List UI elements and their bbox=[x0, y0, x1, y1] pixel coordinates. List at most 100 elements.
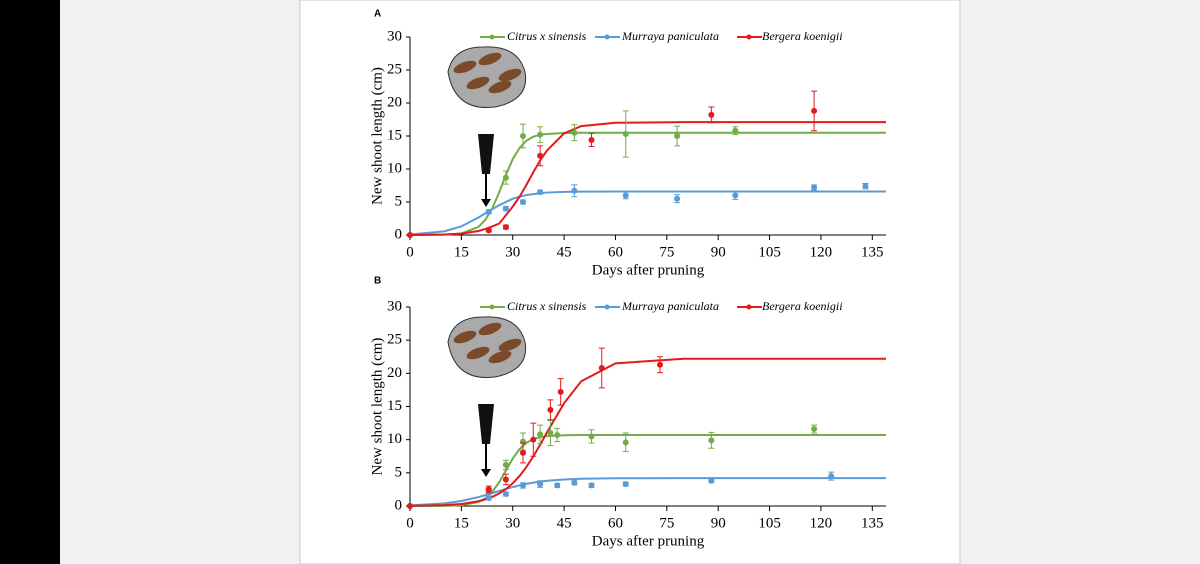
y-tick-label: 10 bbox=[387, 160, 402, 176]
legend-label: Murraya paniculata bbox=[621, 299, 719, 313]
data-point bbox=[520, 133, 527, 139]
x-tick-label: 30 bbox=[505, 244, 520, 260]
fruit bbox=[466, 346, 490, 360]
data-point bbox=[502, 461, 509, 468]
data-point bbox=[674, 195, 681, 202]
data-point bbox=[537, 189, 544, 196]
data-point bbox=[622, 481, 629, 488]
illustration bbox=[447, 316, 527, 477]
data-point bbox=[537, 431, 544, 438]
y-tick-label: 15 bbox=[387, 127, 402, 143]
legend-marker bbox=[746, 34, 752, 40]
y-tick-label: 15 bbox=[387, 398, 402, 414]
fruit bbox=[488, 80, 512, 94]
y-tick-label: 30 bbox=[387, 28, 402, 44]
data-point bbox=[547, 406, 554, 413]
data-point bbox=[811, 107, 818, 114]
cone bbox=[478, 134, 494, 174]
x-tick-label: 75 bbox=[659, 244, 674, 260]
data-point bbox=[547, 430, 554, 437]
panel-label: B bbox=[374, 276, 381, 287]
data-point bbox=[656, 361, 663, 368]
fruit bbox=[488, 350, 512, 364]
left-bar bbox=[0, 0, 60, 564]
y-axis-label: New shoot length (cm) bbox=[369, 67, 385, 205]
data-point bbox=[708, 437, 715, 444]
data-point bbox=[588, 482, 595, 489]
cone bbox=[478, 404, 494, 444]
data-point bbox=[502, 205, 509, 212]
data-point bbox=[485, 208, 492, 215]
legend-label: Murraya paniculata bbox=[621, 29, 719, 43]
legend-label: Bergera koenigii bbox=[762, 29, 843, 43]
legend-label: Citrus x sinensis bbox=[507, 29, 587, 43]
data-point bbox=[674, 133, 681, 139]
data-point bbox=[520, 199, 527, 205]
fruit bbox=[466, 76, 490, 90]
data-point bbox=[862, 183, 869, 190]
x-tick-label: 15 bbox=[454, 515, 469, 531]
y-tick-label: 20 bbox=[387, 94, 402, 110]
x-axis-label: Days after pruning bbox=[592, 533, 705, 549]
x-tick-label: 105 bbox=[758, 244, 781, 260]
panel-label: A bbox=[374, 9, 381, 20]
y-tick-label: 25 bbox=[387, 332, 402, 348]
data-point bbox=[530, 436, 537, 443]
x-tick-label: 120 bbox=[810, 244, 833, 260]
y-tick-label: 10 bbox=[387, 431, 402, 447]
legend-marker bbox=[746, 304, 752, 310]
fruit bbox=[453, 330, 477, 344]
y-axis-label: New shoot length (cm) bbox=[369, 338, 385, 476]
data-point bbox=[537, 131, 544, 138]
x-tick-label: 60 bbox=[608, 515, 623, 531]
legend-marker bbox=[604, 34, 610, 40]
x-tick-label: 135 bbox=[861, 244, 884, 260]
y-tick-label: 5 bbox=[395, 464, 403, 480]
data-point bbox=[485, 227, 492, 234]
data-point bbox=[520, 482, 527, 489]
fit-line bbox=[409, 190, 886, 236]
data-point bbox=[732, 192, 739, 199]
data-point bbox=[485, 495, 492, 502]
x-tick-label: 135 bbox=[861, 515, 884, 531]
legend-marker bbox=[604, 304, 610, 310]
data-point bbox=[554, 432, 561, 439]
data-point bbox=[588, 433, 595, 440]
data-point bbox=[598, 365, 605, 372]
y-tick-label: 5 bbox=[395, 193, 403, 209]
y-tick-label: 0 bbox=[395, 497, 403, 513]
fit-line bbox=[409, 121, 886, 236]
fit-line bbox=[409, 357, 886, 507]
data-point bbox=[588, 136, 595, 143]
fruit bbox=[498, 338, 522, 352]
data-point bbox=[407, 232, 413, 238]
data-point bbox=[622, 439, 629, 446]
x-axis-label: Days after pruning bbox=[592, 262, 705, 278]
x-tick-label: 90 bbox=[711, 515, 726, 531]
data-point bbox=[811, 184, 818, 191]
y-tick-label: 25 bbox=[387, 61, 402, 77]
x-tick-label: 105 bbox=[758, 515, 781, 531]
data-point bbox=[732, 127, 739, 134]
y-tick-label: 30 bbox=[387, 298, 402, 314]
fruit bbox=[478, 322, 502, 336]
x-tick-label: 120 bbox=[810, 515, 833, 531]
data-point bbox=[622, 192, 629, 199]
x-tick-label: 30 bbox=[505, 515, 520, 531]
x-tick-label: 45 bbox=[557, 515, 572, 531]
fruit bbox=[453, 60, 477, 74]
data-point bbox=[502, 491, 509, 498]
legend-marker bbox=[489, 34, 495, 40]
x-tick-label: 15 bbox=[454, 244, 469, 260]
data-point bbox=[557, 388, 564, 395]
data-point bbox=[571, 129, 578, 136]
data-point bbox=[502, 224, 509, 231]
data-point bbox=[622, 131, 629, 138]
legend-label: Citrus x sinensis bbox=[507, 299, 587, 313]
x-tick-label: 0 bbox=[406, 515, 414, 531]
illustration bbox=[447, 46, 527, 207]
fruit bbox=[478, 52, 502, 66]
data-point bbox=[571, 479, 578, 486]
x-tick-label: 45 bbox=[557, 244, 572, 260]
